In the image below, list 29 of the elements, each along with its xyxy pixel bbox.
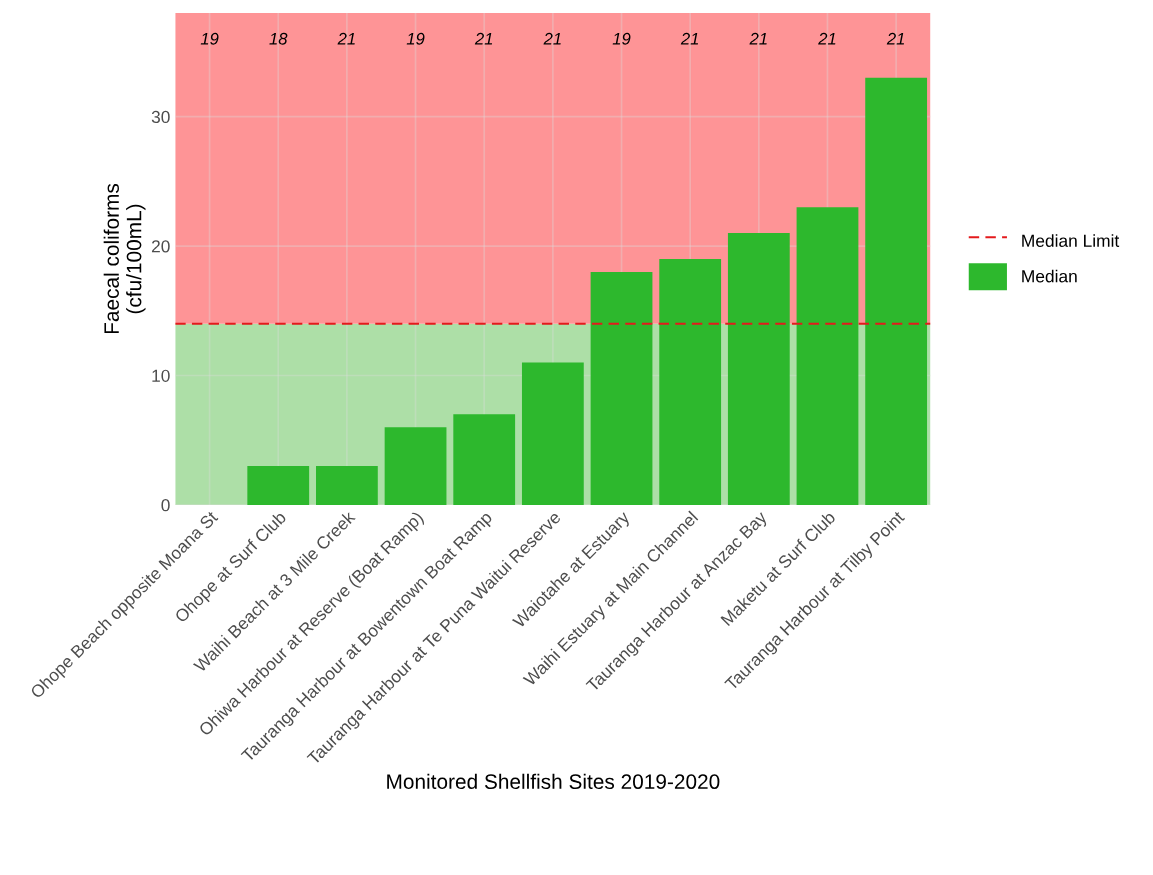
y-tick-label: 0 bbox=[161, 499, 170, 512]
bar bbox=[796, 207, 859, 505]
annotation: 21 bbox=[818, 32, 836, 45]
annotation: 18 bbox=[269, 32, 288, 45]
bar bbox=[384, 427, 447, 505]
bar bbox=[590, 271, 653, 505]
y-tick-label: 30 bbox=[151, 110, 170, 124]
y-axis-title: Faecal coliforms (cfu/100mL) bbox=[103, 183, 146, 334]
annotation: 19 bbox=[200, 32, 219, 45]
bar bbox=[453, 414, 516, 505]
bar bbox=[247, 466, 310, 505]
bar bbox=[865, 77, 928, 505]
legend-label: Median bbox=[1022, 269, 1077, 283]
annotation: 21 bbox=[680, 32, 699, 45]
y-tick-label: 10 bbox=[152, 369, 170, 382]
legend-label: Median Limit bbox=[1022, 234, 1120, 247]
bar bbox=[316, 466, 378, 505]
bar bbox=[521, 362, 584, 505]
y-tick-label: 20 bbox=[151, 240, 170, 253]
annotation: 19 bbox=[612, 32, 631, 45]
annotation: 19 bbox=[406, 32, 425, 45]
annotation: 21 bbox=[474, 32, 493, 45]
annotation: 21 bbox=[886, 32, 905, 45]
annotation: 21 bbox=[337, 32, 355, 45]
bar bbox=[659, 259, 722, 505]
x-axis-title: Monitored Shellfish Sites 2019-2020 bbox=[387, 773, 720, 790]
bar bbox=[727, 233, 790, 505]
annotation: 21 bbox=[543, 32, 561, 45]
annotation: 21 bbox=[749, 32, 767, 45]
